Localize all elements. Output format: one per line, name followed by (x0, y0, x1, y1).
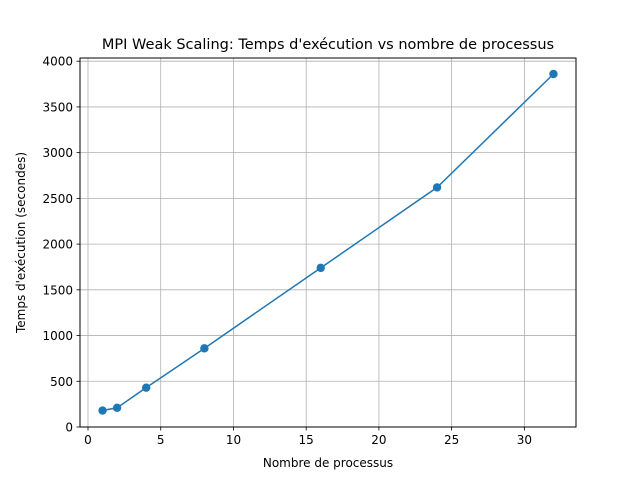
data-point (141, 383, 151, 392)
y-tick-label: 500 (50, 375, 73, 389)
y-tick-label: 2500 (42, 192, 73, 206)
series-layer (98, 69, 558, 415)
x-tick-label: 25 (444, 433, 459, 447)
series-line (102, 73, 554, 412)
chart-title: MPI Weak Scaling: Temps d'exécution vs n… (102, 37, 554, 53)
y-tick-label: 4000 (42, 55, 73, 69)
x-tick-label: 15 (299, 433, 314, 447)
data-point (200, 344, 209, 353)
x-tick-label: 20 (371, 433, 386, 447)
x-tick-label: 10 (226, 433, 241, 447)
x-tick-label: 30 (517, 433, 532, 447)
data-point (98, 406, 107, 415)
y-tick-label: 2000 (42, 238, 73, 252)
data-point (112, 403, 122, 412)
y-tick-label: 1000 (42, 329, 73, 343)
y-axis-label: Temps d'exécution (secondes) (14, 152, 28, 334)
y-tick-label: 3000 (42, 146, 73, 160)
y-tick-label: 0 (65, 421, 73, 435)
x-axis-ticks: 0 5 10 15 20 25 30 (84, 427, 532, 447)
grid (80, 58, 576, 428)
y-tick-label: 1500 (42, 283, 73, 297)
data-point (549, 69, 558, 79)
x-tick-label: 5 (157, 433, 165, 447)
x-tick-label: 0 (84, 433, 92, 447)
y-tick-label: 3500 (42, 100, 73, 114)
y-axis-ticks: 0 500 1000 1500 2000 2500 3000 3500 4000 (42, 55, 80, 435)
data-point (316, 263, 325, 273)
x-axis-label: Nombre de processus (263, 456, 393, 470)
data-point (432, 183, 442, 192)
plot-frame (79, 57, 577, 428)
